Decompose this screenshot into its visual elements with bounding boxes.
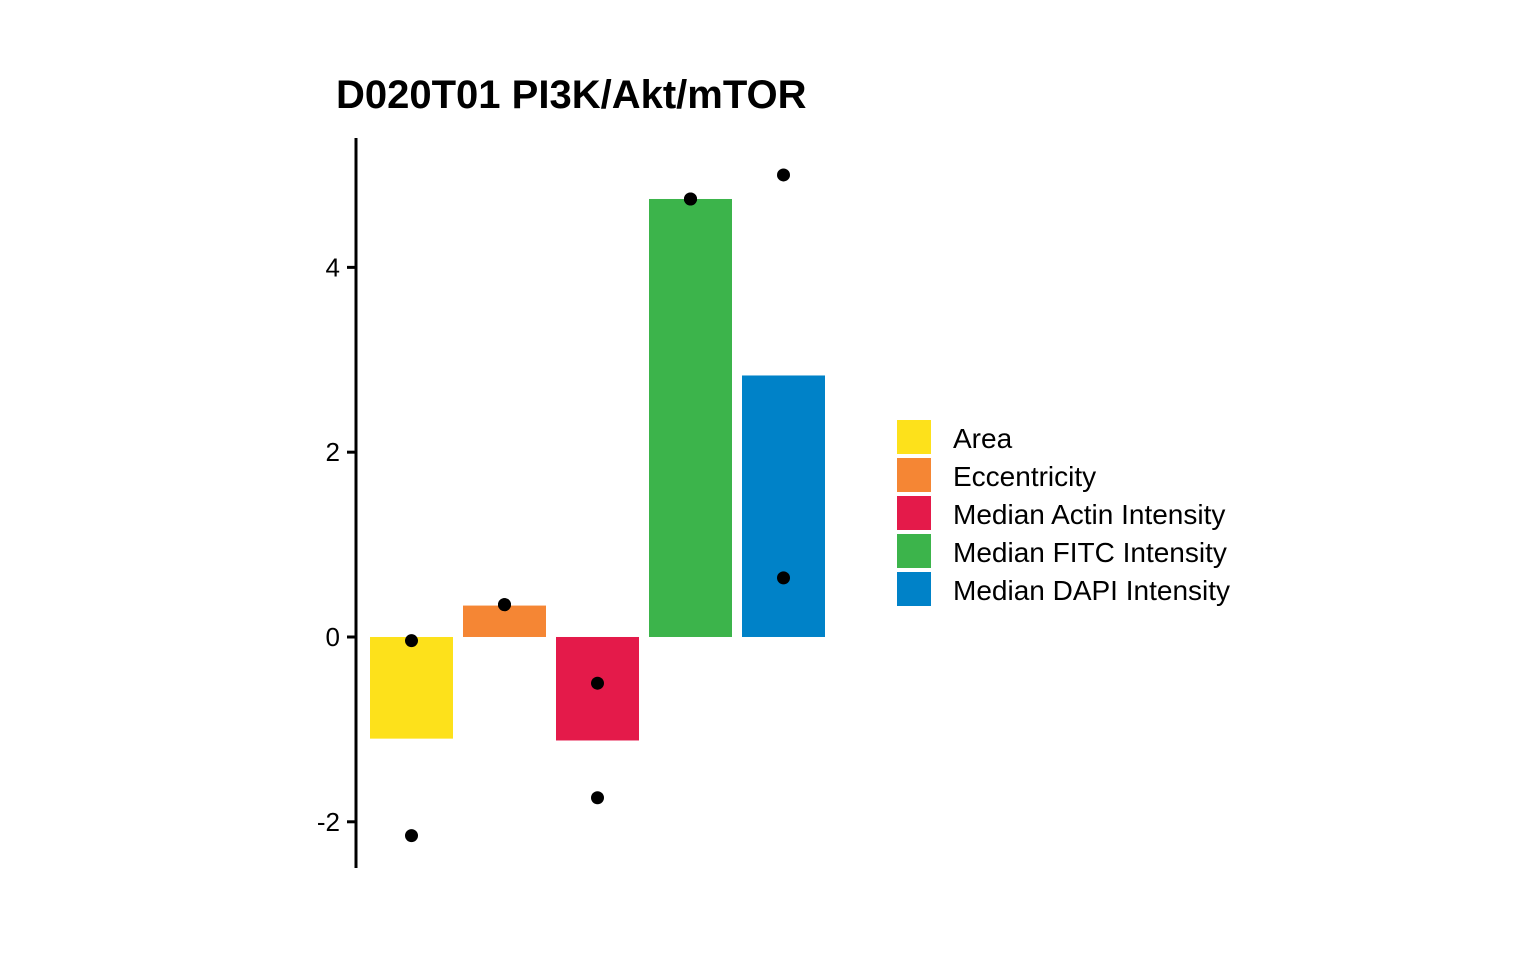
legend-label-area: Area	[953, 423, 1013, 454]
legend: Area Eccentricity Median Actin Intensity Me…	[897, 420, 1230, 606]
y-tick-label: 0	[326, 622, 340, 652]
legend-label-median-fitc-intensity: Median FITC Intensity	[953, 537, 1227, 568]
point-median-dapi-intensity	[777, 571, 790, 585]
point-eccentricity	[498, 598, 511, 612]
legend-swatch-median-dapi-intensity	[897, 572, 931, 606]
point-area	[405, 634, 418, 648]
bar-area	[370, 636, 453, 739]
bar-median-dapi-intensity	[742, 375, 825, 637]
legend-label-median-dapi-intensity: Median DAPI Intensity	[953, 575, 1230, 606]
point-median-actin-intensity	[591, 791, 604, 805]
chart-title: D020T01 PI3K/Akt/mTOR	[336, 73, 807, 117]
y-axis: -2 0 2 4	[317, 138, 358, 868]
legend-swatch-area	[897, 420, 931, 454]
points	[405, 168, 790, 843]
point-median-dapi-intensity	[777, 168, 790, 182]
y-tick-label: 2	[326, 437, 340, 467]
legend-swatch-median-actin-intensity	[897, 496, 931, 530]
point-median-fitc-intensity	[684, 192, 697, 206]
legend-swatch-median-fitc-intensity	[897, 534, 931, 568]
legend-swatch-eccentricity	[897, 458, 931, 492]
y-tick-label: 4	[326, 252, 340, 282]
bar-median-fitc-intensity	[649, 198, 732, 637]
bars	[370, 198, 825, 741]
legend-label-eccentricity: Eccentricity	[953, 461, 1096, 492]
legend-label-median-actin-intensity: Median Actin Intensity	[953, 499, 1225, 530]
y-tick-label: -2	[317, 807, 340, 837]
point-area	[405, 829, 418, 843]
point-median-actin-intensity	[591, 676, 604, 690]
